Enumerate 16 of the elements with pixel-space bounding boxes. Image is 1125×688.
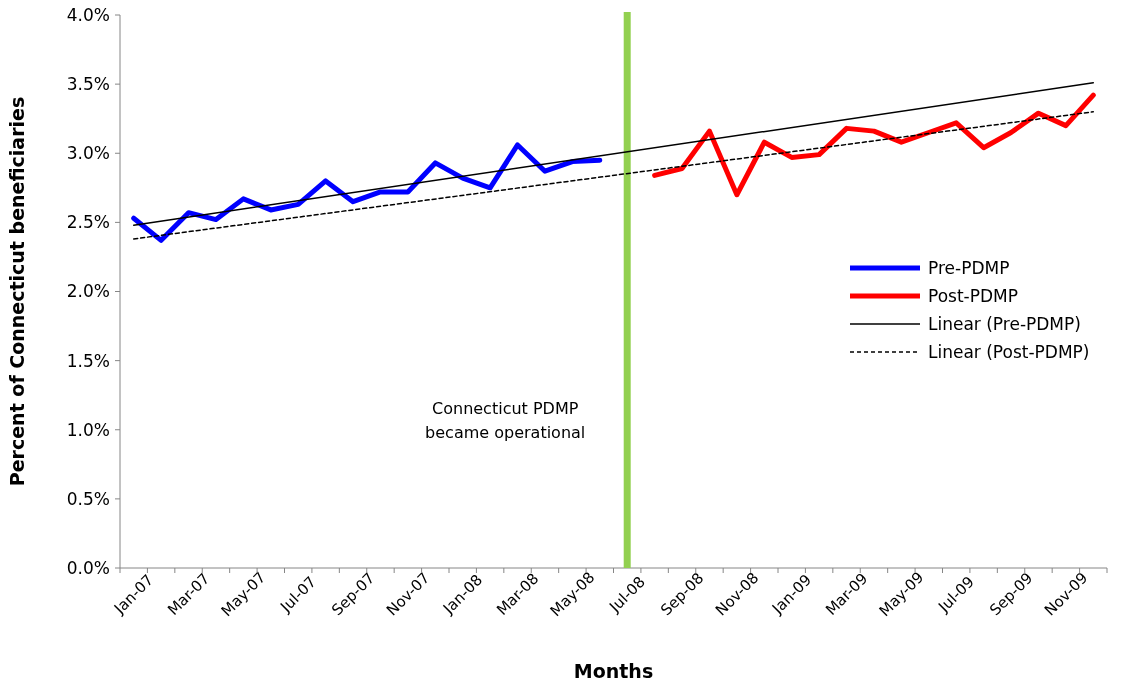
x-axis-title: Months — [573, 660, 654, 682]
y-tick-label: 0.0% — [66, 557, 110, 578]
y-tick-label: 3.5% — [66, 74, 110, 95]
ref-line-label: Connecticut PDMP became operational — [425, 399, 586, 442]
y-tick-label: 2.0% — [66, 281, 110, 302]
y-tick-label: 1.5% — [66, 350, 110, 371]
y-tick-label: 0.5% — [66, 488, 110, 509]
y-tick-label: 1.0% — [66, 419, 110, 440]
y-tick-label: 3.0% — [66, 143, 110, 164]
legend-label: Post-PDMP — [928, 285, 1018, 306]
y-tick-label: 4.0% — [66, 4, 110, 25]
y-axis-title: Percent of Connecticut beneficiaries — [6, 96, 28, 487]
legend-label: Linear (Post-PDMP) — [928, 341, 1090, 362]
legend-label: Pre-PDMP — [928, 257, 1010, 278]
legend-label: Linear (Pre-PDMP) — [928, 313, 1081, 334]
y-tick-label: 2.5% — [66, 212, 110, 233]
